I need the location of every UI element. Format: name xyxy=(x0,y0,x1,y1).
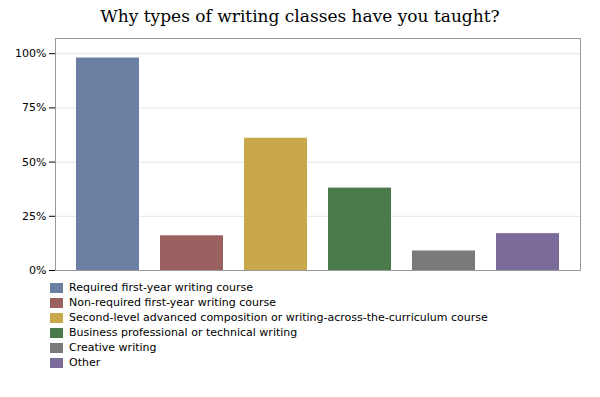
svg-text:100%: 100% xyxy=(15,47,46,60)
svg-text:0%: 0% xyxy=(29,264,46,276)
html-text:Business professional or techn: Business professional or technical writi… xyxy=(69,326,298,339)
svg-text:50%: 50% xyxy=(22,156,46,169)
svg-text:25%: 25% xyxy=(22,210,46,223)
html-text:Second-level advanced composit: Second-level advanced composition or wri… xyxy=(69,311,488,324)
html-text:Required first-year writing co: Required first-year writing course xyxy=(69,281,253,294)
html-text:Non-required first-year writin: Non-required first-year writing course xyxy=(69,296,276,309)
html-text:Other: Other xyxy=(69,356,101,369)
html-text:Why types of writing classes h: Why types of writing classes have you ta… xyxy=(100,6,500,26)
html-text:Creative writing: Creative writing xyxy=(69,341,157,354)
svg-text:75%: 75% xyxy=(22,101,46,114)
